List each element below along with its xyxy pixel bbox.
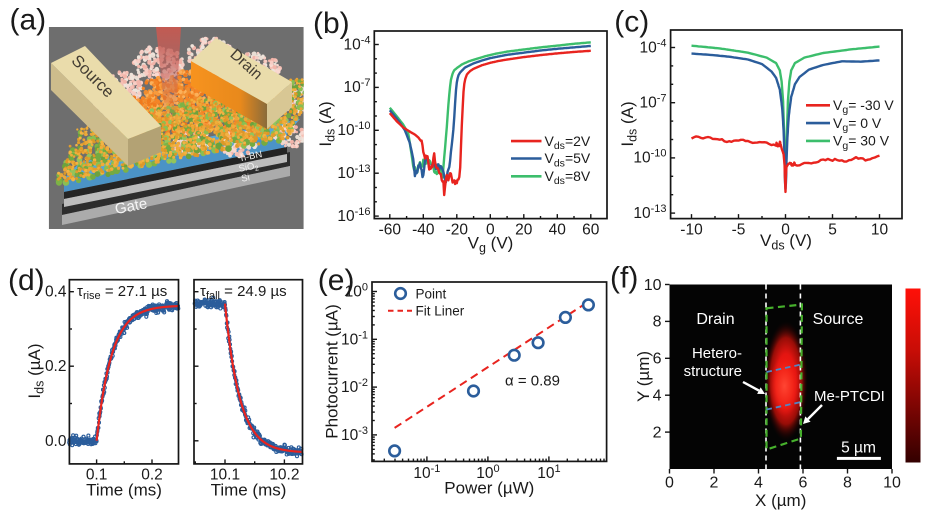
svg-text:0: 0 <box>781 222 790 239</box>
svg-text:40: 40 <box>549 222 567 239</box>
svg-text:0.2: 0.2 <box>45 358 67 375</box>
svg-text:(b): (b) <box>313 7 350 40</box>
svg-text:(a): (a) <box>10 4 47 37</box>
svg-text:(f): (f) <box>610 262 638 295</box>
svg-text:0.4: 0.4 <box>45 284 67 301</box>
svg-text:20: 20 <box>515 222 533 239</box>
svg-text:0: 0 <box>486 222 495 239</box>
svg-text:0.0: 0.0 <box>45 433 67 450</box>
svg-text:h-BN: h-BN <box>240 149 263 164</box>
svg-text:-60: -60 <box>379 222 402 239</box>
svg-text:Vg= -30 V: Vg= -30 V <box>833 97 894 116</box>
svg-text:Vds (V): Vds (V) <box>760 231 812 253</box>
svg-text:Si: Si <box>240 172 250 184</box>
svg-text:10.1: 10.1 <box>210 467 240 484</box>
svg-text:0.2: 0.2 <box>141 467 163 484</box>
svg-text:60: 60 <box>582 222 600 239</box>
svg-text:Vg (V): Vg (V) <box>468 234 514 256</box>
svg-text:-40: -40 <box>412 222 435 239</box>
svg-text:-5: -5 <box>732 222 746 239</box>
svg-text:(e): (e) <box>318 264 355 297</box>
svg-text:-10: -10 <box>680 222 703 239</box>
svg-text:(d): (d) <box>8 264 45 297</box>
svg-text:(c): (c) <box>614 6 649 39</box>
svg-text:Vds=8V: Vds=8V <box>545 168 591 187</box>
svg-text:5: 5 <box>828 222 837 239</box>
svg-text:0.1: 0.1 <box>86 467 108 484</box>
svg-text:Gate: Gate <box>114 195 149 218</box>
svg-text:10.2: 10.2 <box>269 467 299 484</box>
svg-text:-20: -20 <box>446 222 469 239</box>
svg-text:10: 10 <box>871 222 889 239</box>
svg-text:Vg= 0 V: Vg= 0 V <box>833 115 882 134</box>
